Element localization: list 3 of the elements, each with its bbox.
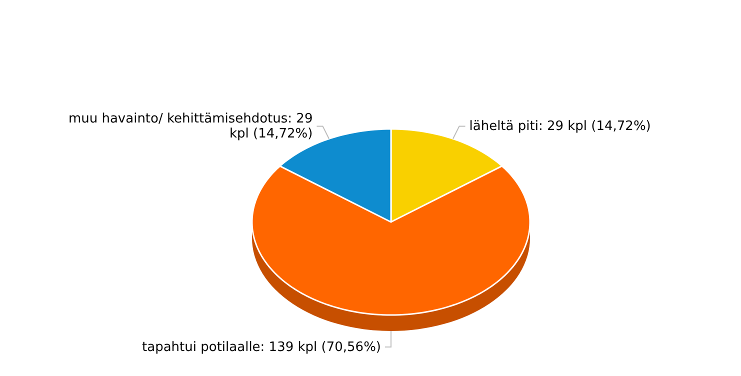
slice-label: tapahtui potilaalle: 139 kpl (70,56%)	[142, 340, 381, 355]
slice-label: muu havainto/ kehittämisehdotus: 29 kpl (14,72%)	[68, 112, 313, 142]
slice-label: läheltä piti: 29 kpl (14,72%)	[469, 119, 651, 134]
